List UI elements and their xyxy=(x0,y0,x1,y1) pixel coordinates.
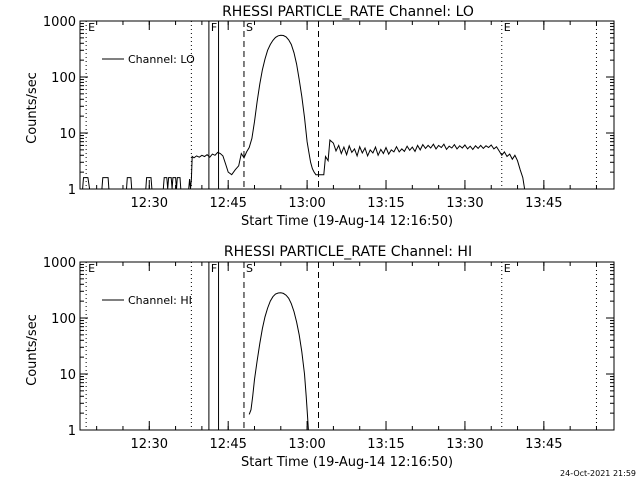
event-marker-label: E xyxy=(88,262,95,275)
x-tick-label: 12:30 xyxy=(131,437,168,452)
event-marker-label: S xyxy=(246,21,253,34)
y-tick-label: 1 xyxy=(68,424,76,439)
legend-label: Channel: HI xyxy=(128,294,192,307)
y-tick-label: 1000 xyxy=(43,15,76,30)
data-series-line xyxy=(248,292,309,431)
plot-frame xyxy=(79,261,615,431)
y-tick-label: 1 xyxy=(68,183,76,198)
plot-frame xyxy=(79,20,615,190)
x-tick-label: 13:15 xyxy=(367,437,404,452)
legend-label: Channel: LO xyxy=(128,53,195,66)
x-tick-label: 12:45 xyxy=(209,437,246,452)
event-marker-label: F xyxy=(211,21,217,34)
y-tick-label: 10 xyxy=(59,368,76,383)
event-marker-label: E xyxy=(504,21,511,34)
x-tick-label: 13:45 xyxy=(525,196,562,211)
event-marker-label: E xyxy=(88,21,95,34)
x-tick-label: 13:15 xyxy=(367,196,404,211)
x-tick-label: 12:45 xyxy=(209,196,246,211)
event-marker-label: S xyxy=(246,262,253,275)
y-tick-label: 100 xyxy=(51,312,76,327)
chart-panel-hi: RHESSI PARTICLE_RATE Channel: HI Counts/… xyxy=(25,244,615,470)
event-marker-label: E xyxy=(504,262,511,275)
x-tick-label: 13:00 xyxy=(288,437,325,452)
x-tick-label: 12:30 xyxy=(131,196,168,211)
footer-timestamp: 24-Oct-2021 21:59 xyxy=(560,469,636,478)
x-tick-label: 13:00 xyxy=(288,196,325,211)
y-tick-label: 10 xyxy=(59,127,76,142)
x-axis-label: Start Time (19-Aug-14 12:16:50) xyxy=(241,214,453,229)
y-tick-label: 100 xyxy=(51,71,76,86)
chart-title: RHESSI PARTICLE_RATE Channel: LO xyxy=(222,4,474,20)
y-axis-label: Counts/sec xyxy=(25,314,40,386)
x-tick-label: 13:45 xyxy=(525,437,562,452)
x-tick-label: 13:30 xyxy=(446,437,483,452)
data-series-line xyxy=(80,34,614,190)
chart-panel-lo: RHESSI PARTICLE_RATE Channel: LO Counts/… xyxy=(25,4,615,229)
y-axis-label: Counts/sec xyxy=(25,72,40,144)
y-tick-label: 1000 xyxy=(43,256,76,271)
x-axis-label: Start Time (19-Aug-14 12:16:50) xyxy=(241,455,453,470)
x-tick-label: 13:30 xyxy=(446,196,483,211)
chart-title: RHESSI PARTICLE_RATE Channel: HI xyxy=(224,244,472,260)
event-marker-label: F xyxy=(211,262,217,275)
